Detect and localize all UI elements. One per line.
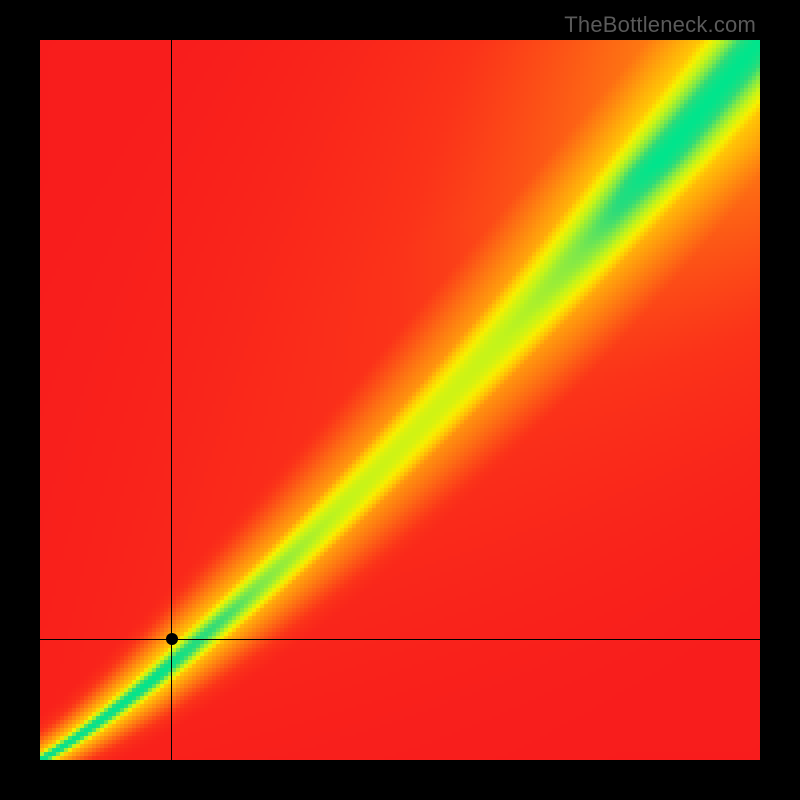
bottleneck-heatmap	[40, 40, 760, 760]
data-point-marker	[166, 633, 178, 645]
crosshair-vertical	[171, 40, 172, 760]
watermark-text: TheBottleneck.com	[564, 12, 756, 38]
crosshair-horizontal	[40, 639, 760, 640]
